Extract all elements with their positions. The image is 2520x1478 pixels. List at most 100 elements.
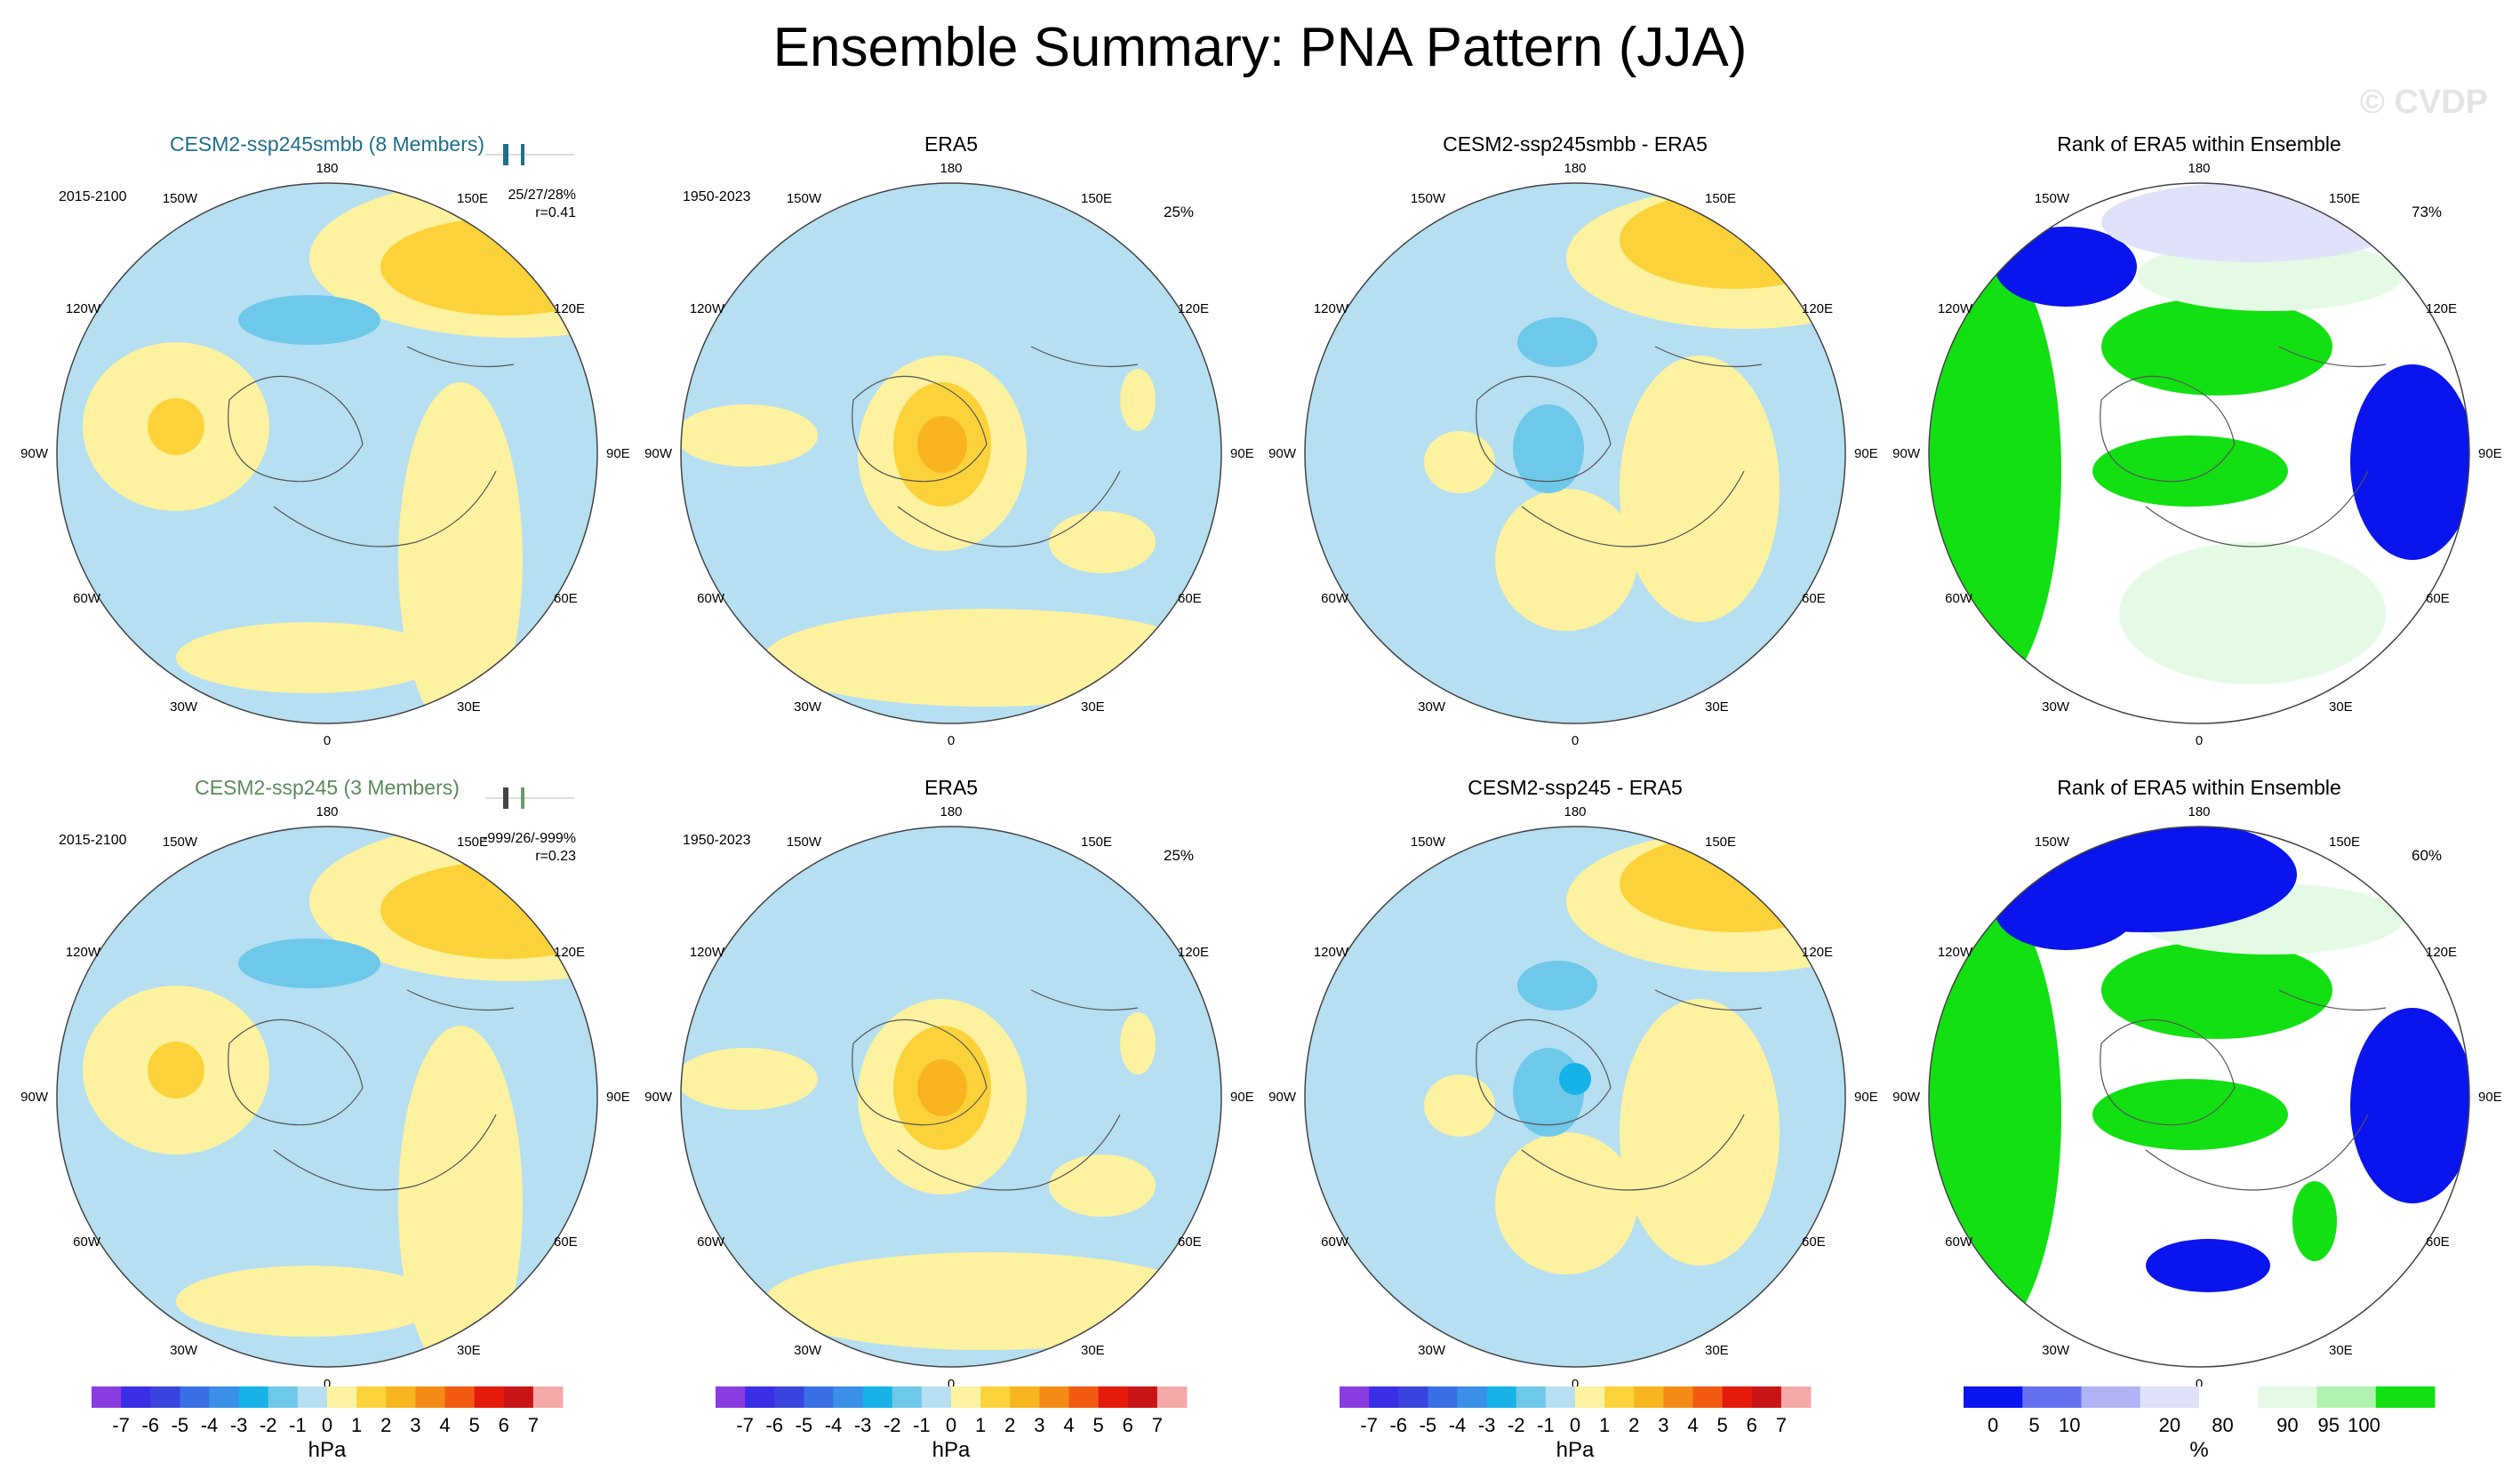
colorbar-swatch: [2375, 1386, 2436, 1408]
colorbar-swatch: [180, 1386, 210, 1408]
colorbar-tick-label: -4: [201, 1414, 219, 1436]
colorbar-tick-label: 6: [1747, 1414, 1757, 1436]
cvdp-watermark: © CVDP: [2359, 84, 2488, 121]
lon-label-0: 0: [2196, 733, 2203, 748]
lon-label-0: 0: [1572, 1377, 1579, 1392]
colorbar-swatch: [1398, 1386, 1428, 1408]
positive-anomaly: [764, 1252, 1209, 1350]
colorbar-swatch: [1545, 1386, 1576, 1408]
lon-label-30e: 30E: [2329, 1343, 2353, 1358]
lon-label-90w: 90W: [1892, 446, 1921, 461]
colorbar-tick-label: -6: [1389, 1414, 1407, 1436]
lon-label-0: 0: [1572, 733, 1579, 748]
coastline: [897, 989, 1139, 1191]
low-rank-region: [2350, 1008, 2469, 1203]
colorbar-swatch: [2316, 1386, 2377, 1408]
lon-label-120e: 120E: [1802, 945, 1833, 960]
lon-label-60e: 60E: [1802, 1234, 1826, 1250]
colorbar-swatch: [503, 1386, 534, 1408]
colorbar-swatch: [2140, 1386, 2200, 1408]
colorbar-swatch: [1964, 1386, 2023, 1408]
colorbar-tick-label: -1: [1537, 1414, 1555, 1436]
map-panel-r1-c1: 180 0 150W 120W 90W 60W 30W 150E 120E 90E 60E 30E CE…: [20, 132, 630, 748]
map-boundary: [56, 182, 598, 724]
lon-label-90w: 90W: [1268, 446, 1297, 461]
positive-anomaly-core: [148, 1042, 204, 1099]
colorbar-tick-label: -7: [1360, 1414, 1378, 1436]
map-panel-r1-c3: 180 0 150W 120W 90W 60W 30W 150E 120E 90E 60E 30E CE…: [1268, 132, 1878, 748]
negative-anomaly: [1517, 317, 1597, 367]
colorbar-swatch: [2081, 1386, 2141, 1408]
colorbar-tick-label: 4: [439, 1414, 450, 1436]
high-rank-region: [2101, 298, 2332, 395]
lon-label-0: 0: [2196, 1377, 2203, 1392]
lon-label-150e: 150E: [1705, 835, 1736, 850]
pattern-percent: 73%: [2412, 204, 2442, 220]
map-boundary: [1304, 182, 1846, 724]
colorbar-tick-label: 95: [2318, 1414, 2340, 1436]
pattern-correlation: r=0.23: [535, 849, 576, 864]
colorbar-swatch: [297, 1386, 328, 1408]
colorbar-units: hPa: [932, 1438, 971, 1462]
lon-label-150e: 150E: [2329, 191, 2360, 206]
panel-title: CESM2-ssp245 (3 Members): [195, 776, 460, 799]
map-field: [1929, 183, 2469, 723]
colorbar-tick-label: 100: [2348, 1414, 2380, 1436]
coastline: [1521, 989, 1763, 1191]
period-label: 1950-2023: [683, 189, 751, 204]
colorbar-swatch: [2022, 1386, 2082, 1408]
pressure-colorbar: -7 -6 -5 -4 -3 -2 -1 0 1 2 3 4 5 6 7 hPa: [716, 1386, 1188, 1462]
lon-label-120w: 120W: [690, 301, 725, 316]
colorbar-tick-label: -5: [796, 1414, 813, 1436]
colorbar-tick-label: 0: [1570, 1414, 1580, 1436]
lon-label-120w: 120W: [66, 945, 101, 960]
colorbar-tick-label: 5: [1093, 1414, 1104, 1436]
high-rank-region: [2101, 941, 2332, 1039]
colorbar-swatch: [1369, 1386, 1399, 1408]
colorbar-units: %: [2189, 1438, 2208, 1462]
positive-anomaly: [681, 1048, 818, 1110]
colorbar-swatch: [1722, 1386, 1753, 1408]
colorbar-swatch: [1634, 1386, 1664, 1408]
lon-label-0: 0: [948, 733, 955, 748]
lon-label-0: 0: [948, 1377, 955, 1392]
lon-label-30w: 30W: [2042, 1343, 2070, 1358]
negative-anomaly-core: [1559, 1063, 1591, 1095]
lon-label-90w: 90W: [644, 1090, 673, 1105]
lon-label-30w: 30W: [1418, 1343, 1446, 1358]
colorbar-tick-label: 2: [1628, 1414, 1639, 1436]
high-rank-region: [2092, 435, 2288, 507]
positive-anomaly: [1620, 999, 1780, 1266]
colorbar-tick-label: -7: [112, 1414, 130, 1436]
colorbar-swatch: [1010, 1386, 1040, 1408]
lon-label-90w: 90W: [20, 446, 49, 461]
colorbar-tick-label: 2: [380, 1414, 391, 1436]
map-boundary: [1928, 826, 2470, 1368]
lon-label-120w: 120W: [1938, 301, 1973, 316]
map-boundary: [1928, 182, 2470, 724]
colorbar-tick-label: 3: [1658, 1414, 1668, 1436]
colorbar-tick-label: 80: [2212, 1414, 2233, 1436]
lon-label-30e: 30E: [1705, 1343, 1729, 1358]
lon-label-30e: 30E: [1705, 699, 1729, 715]
colorbar-tick-label: -6: [141, 1414, 159, 1436]
colorbar-tick-label: -2: [1508, 1414, 1525, 1436]
colorbar-swatch: [2199, 1386, 2259, 1408]
lon-label-30e: 30E: [2329, 699, 2353, 715]
map-panel-r2-c4: 180 0 150W 120W 90W 60W 30W 150E 120E 90E 60E 30E Ra…: [1892, 776, 2502, 1392]
low-rank-region: [1995, 227, 2137, 307]
colorbar-swatch: [1780, 1386, 1812, 1408]
panel-title: Rank of ERA5 within Ensemble: [2057, 776, 2341, 799]
lon-label-90e: 90E: [1854, 446, 1878, 461]
colorbar-tick-label: 7: [528, 1414, 539, 1436]
colorbar-tick-label: 4: [1687, 1414, 1698, 1436]
lon-label-90e: 90E: [1854, 1090, 1878, 1105]
coastline: [2100, 1019, 2236, 1126]
colorbar-tick-label: 3: [410, 1414, 420, 1436]
colorbar-swatch: [1340, 1386, 1370, 1408]
positive-anomaly: [398, 1026, 523, 1367]
colorbar-tick-label: 6: [1123, 1414, 1133, 1436]
colorbar-units: hPa: [308, 1438, 347, 1462]
map-field: [681, 183, 1221, 723]
coastline: [1476, 1019, 1612, 1126]
